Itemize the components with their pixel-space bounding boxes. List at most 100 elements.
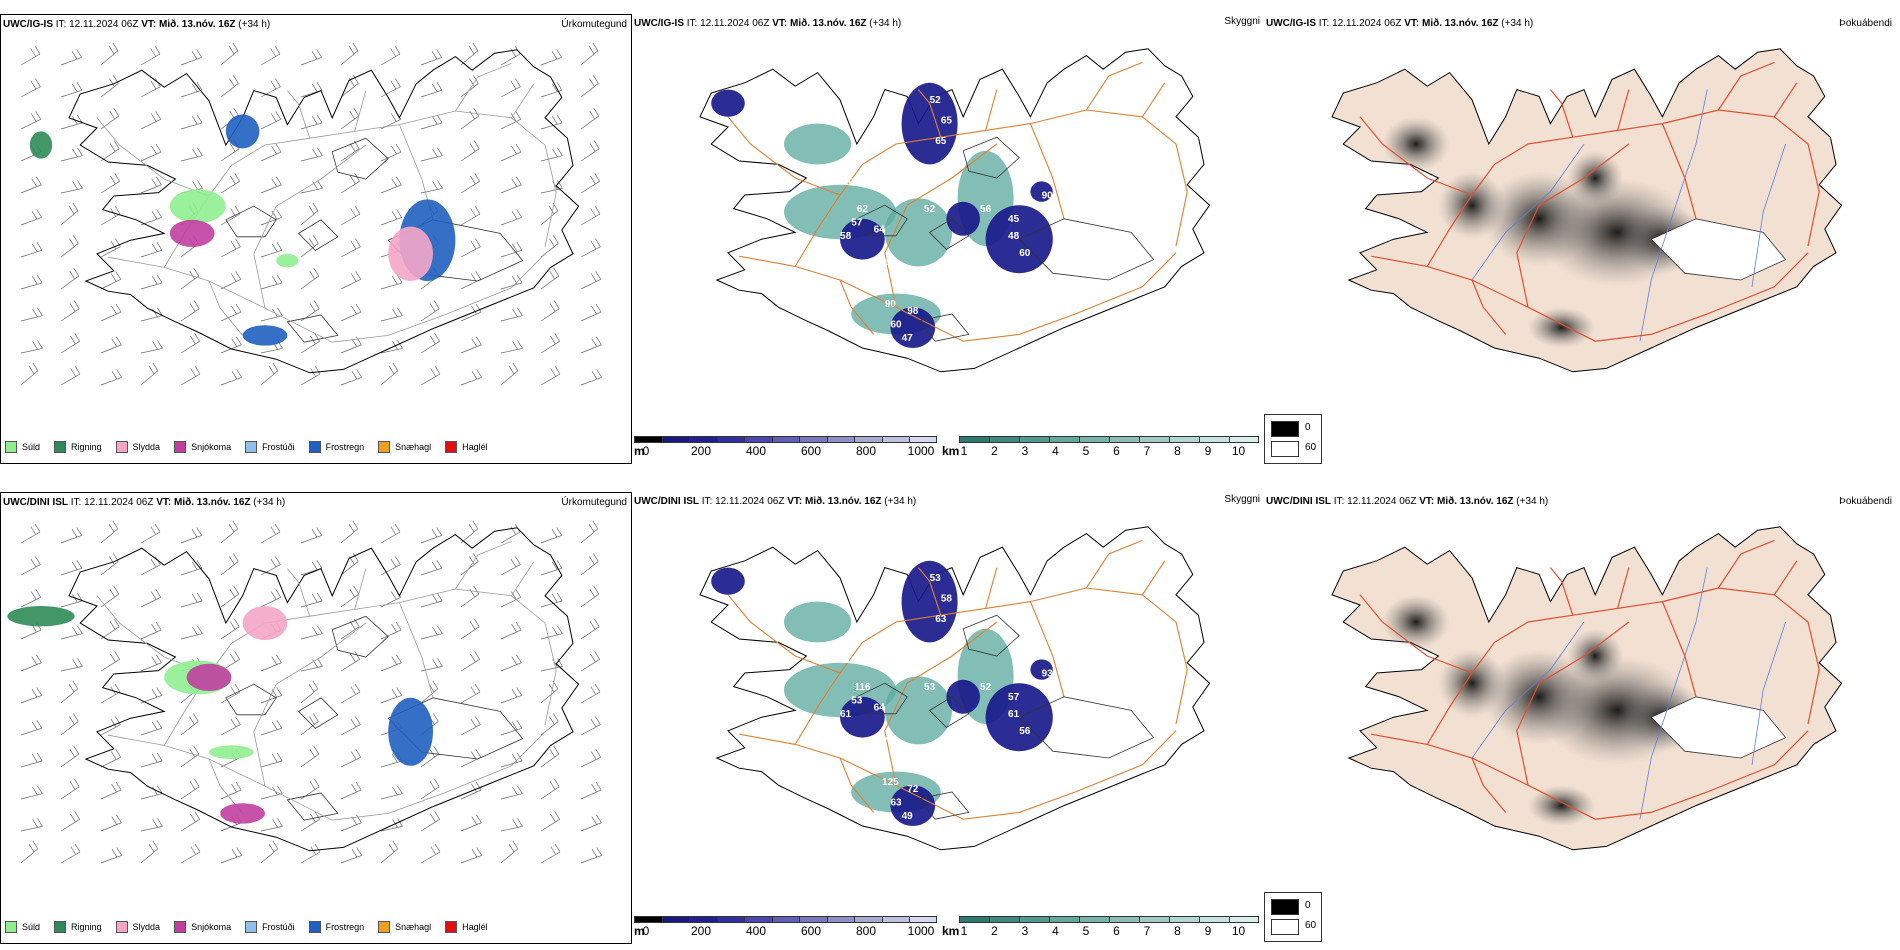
colorbar-cell: [1049, 436, 1079, 443]
glacier-outline: [856, 682, 908, 715]
cloud-base-label: 93: [1042, 668, 1054, 679]
wind-barb: [100, 303, 122, 322]
wind-barb: [60, 180, 83, 194]
fog-legend-swatch-60: [1271, 441, 1299, 457]
variable-name: Skyggni: [1224, 494, 1260, 505]
wind-barb: [540, 300, 560, 322]
glacier-outline: [1018, 696, 1155, 759]
cloud-base-label: 61: [840, 709, 852, 720]
wind-barb: [60, 843, 81, 864]
colorbar-cell: [1169, 916, 1199, 923]
wind-barb: [500, 307, 523, 322]
wind-barb: [20, 785, 43, 800]
wind-barb: [580, 75, 599, 98]
wind-barb: [420, 49, 442, 66]
wind-barb: [140, 818, 163, 832]
wind-barb: [60, 625, 83, 640]
road-line: [1371, 730, 1809, 820]
wind-barb: [20, 209, 42, 226]
precip-type-area: [169, 189, 226, 224]
colorbar-cell: [826, 916, 854, 923]
colorbar-cell: [881, 916, 909, 923]
wind-barb: [20, 111, 42, 130]
wind-barb: [540, 625, 563, 640]
colorbar-tick-label: 10: [1231, 444, 1246, 458]
low-cloud-area: [946, 679, 980, 714]
wind-barb: [220, 553, 239, 576]
cloud-base-label: 64: [874, 702, 886, 713]
cloud-base-label: 90: [1042, 190, 1054, 201]
wind-barb: [540, 560, 563, 576]
wind-barb: [180, 365, 201, 386]
wind-barb: [140, 589, 162, 608]
wind-barb: [380, 621, 402, 640]
fog-indicator-area: [1528, 307, 1596, 348]
wind-barb: [300, 680, 319, 704]
fog-legend-swatch-0: [1271, 421, 1299, 437]
wind-barb: [500, 840, 519, 864]
precip-type-area: [209, 745, 254, 759]
wind-barb: [500, 654, 522, 672]
wind-barb: [300, 300, 320, 322]
legend-swatch: [308, 441, 321, 453]
wind-barb: [500, 556, 521, 576]
cloud-base-label: 137: [871, 736, 888, 747]
colorbar-cell: [909, 916, 937, 923]
glacier-outline: [962, 136, 1020, 179]
road-line: [163, 110, 557, 268]
wind-barb: [100, 42, 119, 66]
wind-barb: [500, 274, 523, 290]
wind-barb: [340, 683, 361, 704]
glacier-outline: [962, 614, 1020, 657]
low-cloud-area: [711, 567, 745, 595]
wind-barb: [500, 720, 523, 736]
wind-barb: [580, 651, 600, 672]
colorbar-cell: [1049, 916, 1079, 923]
wind-barb: [100, 716, 121, 736]
variable-name: Úrkomutegund: [561, 497, 627, 508]
road-line: [1516, 143, 1630, 308]
colorbar-cell: [634, 436, 662, 443]
wind-barb: [20, 687, 42, 704]
legend-swatch: [245, 441, 258, 453]
wind-barb: [260, 720, 283, 736]
wind-barb: [220, 271, 242, 290]
low-cloud-area: [890, 785, 936, 826]
vt-value: Mið. 13.nóv. 16Z: [1437, 496, 1514, 507]
wind-barb: [340, 749, 362, 768]
panel-title: UWC/DINI ISL IT: 12.11.2024 06Z VT: Mið.…: [634, 496, 916, 507]
wind-barb: [60, 333, 80, 354]
precip-type-area: [388, 226, 433, 281]
river-line: [1751, 621, 1786, 765]
wind-barb: [460, 42, 479, 66]
legend-item-slydda: Slydda: [115, 441, 160, 453]
cloud-base-unit: m: [634, 924, 645, 938]
panel-title: UWC/DINI ISL IT: 12.11.2024 06Z VT: Mið.…: [3, 497, 285, 508]
glacier-outline: [297, 219, 339, 251]
wind-barb: [380, 143, 402, 162]
colorbar-cell: [1199, 436, 1229, 443]
wind-barb: [500, 242, 523, 258]
vt-value: Mið. 13.nóv. 16Z: [805, 496, 882, 507]
road-line: [1085, 61, 1143, 111]
it-label: IT:: [55, 19, 67, 30]
cloud-base-label: 60: [1019, 248, 1031, 259]
wind-barb: [140, 307, 163, 322]
wind-barb: [580, 814, 602, 832]
wind-barb: [140, 176, 162, 194]
wind-barb: [180, 625, 203, 640]
wind-barb: [60, 235, 79, 258]
wind-barb: [420, 560, 443, 576]
colorbar-tick-label: 600: [800, 924, 822, 938]
road-line: [108, 253, 546, 343]
road-line: [884, 621, 998, 786]
wind-barb: [340, 205, 361, 226]
colorbar-tick-label: 5: [1082, 924, 1090, 938]
cloud-base-label: 51: [879, 333, 891, 344]
legend-item-frostregn: Frostregn: [308, 441, 364, 453]
wind-barb: [420, 180, 443, 194]
wind-barb: [100, 238, 121, 258]
wind-barb: [580, 107, 600, 130]
legend-swatch: [54, 921, 67, 933]
wind-barb: [380, 209, 402, 226]
